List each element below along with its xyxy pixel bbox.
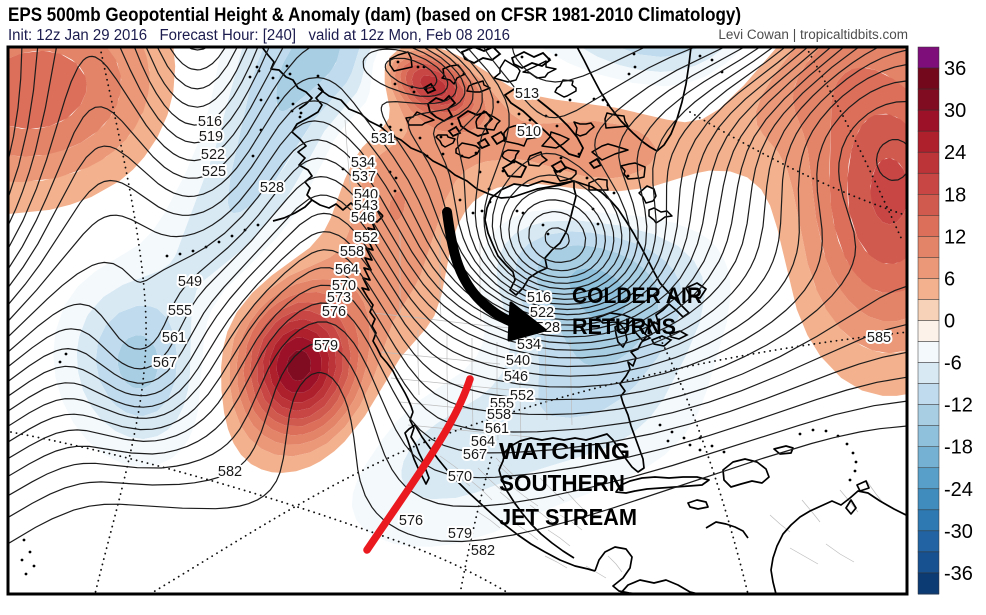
svg-text:RETURNS: RETURNS xyxy=(572,314,676,339)
svg-text:540: 540 xyxy=(354,187,378,203)
svg-text:SOUTHERN: SOUTHERN xyxy=(499,470,625,496)
svg-text:510: 510 xyxy=(517,124,541,140)
svg-text:528: 528 xyxy=(260,180,284,196)
svg-text:519: 519 xyxy=(199,129,223,145)
svg-text:516: 516 xyxy=(527,290,551,306)
svg-text:-24: -24 xyxy=(944,479,973,501)
svg-text:18: 18 xyxy=(944,184,966,206)
svg-text:534: 534 xyxy=(351,155,375,171)
svg-text:-36: -36 xyxy=(944,563,973,585)
svg-text:-30: -30 xyxy=(944,521,973,543)
svg-text:546: 546 xyxy=(351,210,375,226)
svg-text:EPS 500mb Geopotential Height: EPS 500mb Geopotential Height & Anomaly … xyxy=(8,4,741,26)
svg-text:6: 6 xyxy=(944,268,955,290)
svg-text:579: 579 xyxy=(448,526,472,542)
svg-text:570: 570 xyxy=(448,469,472,485)
svg-text:537: 537 xyxy=(352,169,376,185)
svg-text:522: 522 xyxy=(201,147,225,163)
svg-text:582: 582 xyxy=(471,543,495,559)
svg-text:561: 561 xyxy=(485,421,509,437)
svg-text:564: 564 xyxy=(335,262,359,278)
svg-text:561: 561 xyxy=(162,330,186,346)
svg-text:573: 573 xyxy=(327,290,351,306)
svg-text:36: 36 xyxy=(944,58,966,80)
svg-text:576: 576 xyxy=(322,304,346,320)
svg-text:WATCHING: WATCHING xyxy=(499,438,630,464)
svg-text:30: 30 xyxy=(944,100,966,122)
svg-text:579: 579 xyxy=(314,338,338,354)
svg-text:567: 567 xyxy=(153,355,177,371)
svg-text:531: 531 xyxy=(371,131,395,147)
svg-text:558: 558 xyxy=(487,407,511,423)
svg-text:COLDER AIR: COLDER AIR xyxy=(572,283,702,308)
svg-text:JET STREAM: JET STREAM xyxy=(499,504,637,530)
svg-text:564: 564 xyxy=(471,434,495,450)
svg-text:Levi Cowan | tropicaltidbits.c: Levi Cowan | tropicaltidbits.com xyxy=(718,27,908,42)
svg-text:546: 546 xyxy=(504,369,528,385)
svg-text:-12: -12 xyxy=(944,395,973,417)
svg-text:525: 525 xyxy=(202,164,226,180)
svg-text:555: 555 xyxy=(168,303,192,319)
svg-text:570: 570 xyxy=(332,278,356,294)
svg-text:549: 549 xyxy=(178,274,202,290)
svg-text:-18: -18 xyxy=(944,437,973,459)
svg-text:24: 24 xyxy=(944,142,966,164)
svg-text:522: 522 xyxy=(530,305,554,321)
svg-text:552: 552 xyxy=(354,230,378,246)
svg-text:552: 552 xyxy=(510,388,534,404)
svg-text:558: 558 xyxy=(340,244,364,260)
svg-text:576: 576 xyxy=(399,513,423,529)
svg-text:582: 582 xyxy=(218,464,242,480)
svg-text:513: 513 xyxy=(515,86,539,102)
svg-text:0: 0 xyxy=(944,311,955,333)
svg-text:540: 540 xyxy=(506,353,530,369)
svg-text:555: 555 xyxy=(490,396,514,412)
svg-text:Init: 12z Jan 29 2016 Foreca: Init: 12z Jan 29 2016 Forecast Hour: [24… xyxy=(8,27,510,44)
svg-text:543: 543 xyxy=(354,198,378,214)
svg-text:516: 516 xyxy=(198,114,222,130)
svg-text:12: 12 xyxy=(944,226,966,248)
svg-text:534: 534 xyxy=(517,337,541,353)
svg-text:-6: -6 xyxy=(944,353,962,375)
svg-text:585: 585 xyxy=(867,330,891,346)
svg-text:567: 567 xyxy=(463,447,487,463)
